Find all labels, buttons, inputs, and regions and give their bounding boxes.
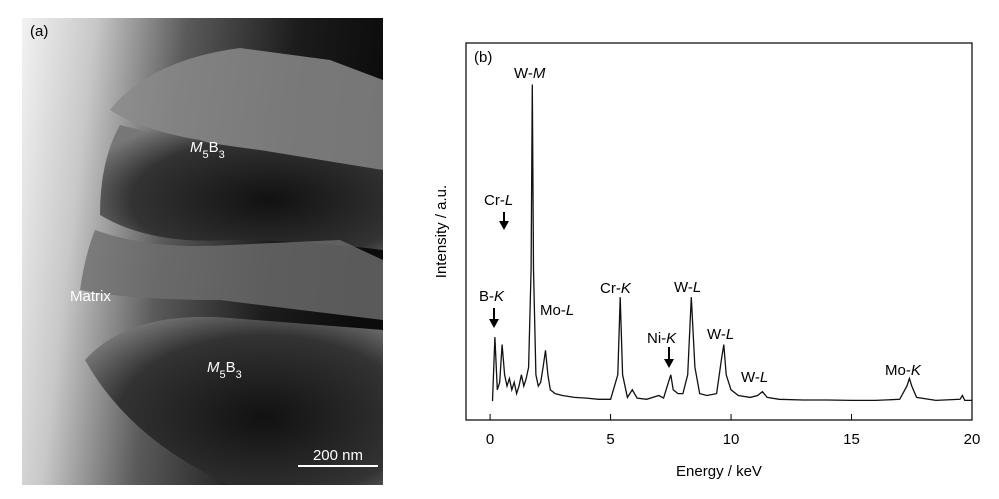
phase-label-part: 5 xyxy=(203,149,209,161)
arrow-head xyxy=(664,359,674,368)
arrow-head xyxy=(499,221,509,230)
arrow-head xyxy=(489,319,499,328)
peak-label-part: Ni- xyxy=(647,330,666,347)
peak-label-part: K xyxy=(494,288,505,305)
peak-label-part: K xyxy=(666,330,677,347)
phase-label-part: B xyxy=(226,359,236,376)
peak-label-part: Cr- xyxy=(600,280,621,297)
plot-frame xyxy=(465,42,973,421)
phase-label: M5B3 xyxy=(207,359,242,381)
peak-label-part: L xyxy=(726,326,734,343)
peak-label-part: Mo- xyxy=(885,362,911,379)
spectrum-line xyxy=(491,84,972,402)
peak-label-part: K xyxy=(621,280,632,297)
phase-label: M5B3 xyxy=(190,139,225,161)
peak-label-part: L xyxy=(566,302,574,319)
peak-label: W-L xyxy=(674,279,701,296)
tem-image: (a) Matrix 200 nm xyxy=(22,18,383,485)
phase-label-part: B xyxy=(209,139,219,156)
peak-label-part: Mo- xyxy=(540,302,566,319)
peak-label-part: L xyxy=(693,279,701,296)
peak-label: Ni-K xyxy=(647,330,677,347)
x-tick-label: 15 xyxy=(843,431,860,448)
phase-label-part: M xyxy=(190,139,203,156)
matrix-label: Matrix xyxy=(70,288,111,305)
phase-label-part: 3 xyxy=(236,369,242,381)
peak-label: Mo-K xyxy=(885,362,922,379)
grain-shade xyxy=(80,230,383,320)
y-axis-label: Intensity / a.u. xyxy=(433,185,450,278)
phase-label-part: M xyxy=(207,359,220,376)
peak-label-part: L xyxy=(505,192,513,209)
peak-label: Cr-K xyxy=(600,280,632,297)
peak-label-part: W- xyxy=(514,65,533,82)
scale-bar-label: 200 nm xyxy=(313,447,363,464)
x-tick-label: 0 xyxy=(486,431,494,448)
x-tick-label: 20 xyxy=(964,431,981,448)
peak-label-part: W- xyxy=(674,279,693,296)
peak-label: Mo-L xyxy=(540,302,574,319)
peak-label: W-L xyxy=(741,369,768,386)
peak-label: B-K xyxy=(479,288,505,305)
peak-label: W-M xyxy=(514,65,546,82)
peak-label: W-L xyxy=(707,326,734,343)
phase-label-part: 3 xyxy=(219,149,225,161)
peak-label-part: M xyxy=(533,65,546,82)
x-tick-label: 5 xyxy=(606,431,614,448)
grain-mid xyxy=(100,125,383,250)
x-tick-label: 10 xyxy=(723,431,740,448)
peak-label-part: Cr- xyxy=(484,192,505,209)
panel-label: (a) xyxy=(30,23,48,40)
peak-label-part: B- xyxy=(479,288,494,305)
peak-label-part: W- xyxy=(741,369,760,386)
peak-label: Cr-L xyxy=(484,192,513,209)
phase-label-part: 5 xyxy=(220,369,226,381)
grain-bottom xyxy=(85,316,383,485)
peak-label-part: L xyxy=(760,369,768,386)
peak-label-part: K xyxy=(911,362,922,379)
x-axis-label: Energy / keV xyxy=(676,463,762,480)
panel-label: (b) xyxy=(474,49,492,66)
peak-label-part: W- xyxy=(707,326,726,343)
